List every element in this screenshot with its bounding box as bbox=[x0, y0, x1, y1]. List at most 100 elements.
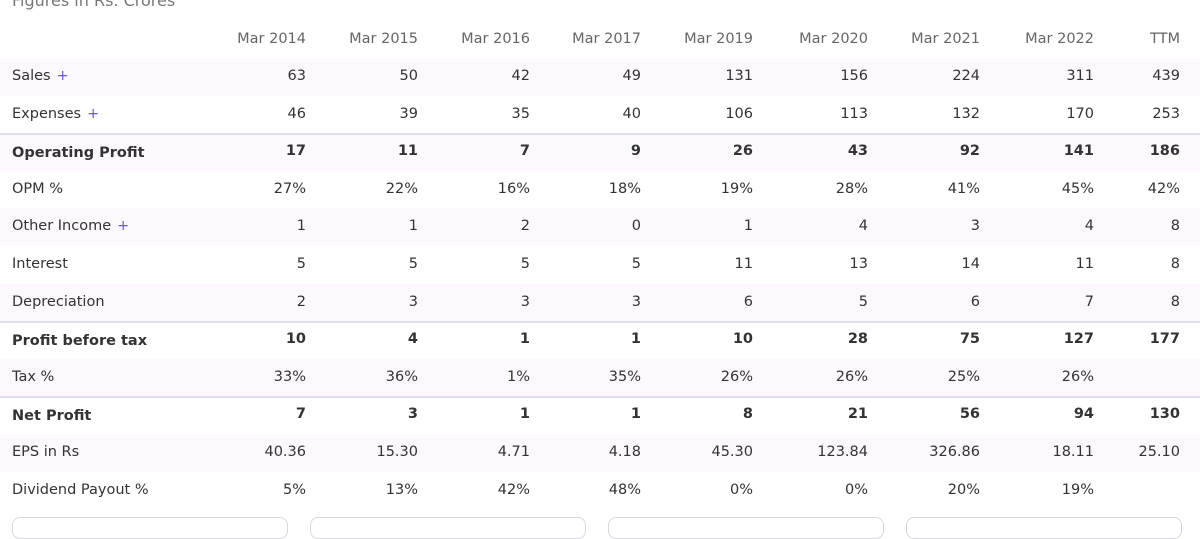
cell-value: 18.11 bbox=[1052, 444, 1094, 460]
button[interactable] bbox=[12, 517, 288, 539]
cell-value: 4 bbox=[407, 331, 418, 348]
row-label: Sales + bbox=[12, 58, 69, 95]
cell-value: 0% bbox=[729, 481, 753, 498]
expand-button[interactable]: + bbox=[87, 105, 100, 122]
cell-value: 5 bbox=[520, 256, 530, 272]
cell-value: 39 bbox=[399, 105, 418, 122]
label-text: EPS in Rs bbox=[12, 444, 80, 460]
cell-value: 46 bbox=[287, 105, 306, 122]
cell-value: 25.10 bbox=[1138, 444, 1180, 460]
column-header: Mar 2017 bbox=[572, 31, 641, 47]
cell-value: 141 bbox=[1063, 143, 1094, 160]
cell-value: 224 bbox=[952, 68, 980, 84]
button[interactable] bbox=[310, 517, 586, 539]
table-row: OPM % 27% 22% 16% 18% 19% 28% 41% 45% 42% bbox=[0, 171, 1200, 209]
cell-value: 131 bbox=[725, 68, 753, 84]
cell-value: 26% bbox=[1061, 368, 1094, 385]
label-text: Sales bbox=[12, 68, 51, 84]
column-header: Mar 2016 bbox=[461, 31, 530, 47]
cell-value: 326.86 bbox=[929, 444, 980, 460]
cell-value: 2 bbox=[520, 218, 530, 235]
expand-button[interactable]: + bbox=[117, 218, 130, 235]
cell-value: 253 bbox=[1152, 105, 1180, 122]
cell-value: 10 bbox=[285, 331, 306, 348]
label-text: Depreciation bbox=[12, 293, 105, 310]
button[interactable] bbox=[906, 517, 1182, 539]
row-label: Dividend Payout % bbox=[12, 472, 149, 509]
column-header: Mar 2015 bbox=[349, 31, 418, 47]
cell-value: 130 bbox=[1149, 406, 1180, 423]
cell-value: 3 bbox=[970, 218, 980, 235]
cell-value: 20% bbox=[947, 481, 980, 498]
cell-value: 5 bbox=[408, 256, 418, 272]
column-header: Mar 2022 bbox=[1025, 31, 1094, 47]
cell-value: 5 bbox=[631, 256, 641, 272]
cell-value: 17 bbox=[285, 143, 306, 160]
cell-value: 35 bbox=[511, 105, 530, 122]
column-header: TTM bbox=[1150, 31, 1180, 47]
label-text: Tax % bbox=[12, 368, 55, 385]
table-row: Expenses +46 39 35 40 106 113 132 170 253 bbox=[0, 96, 1200, 134]
cell-value: 8 bbox=[1170, 256, 1180, 272]
cell-value: 41% bbox=[947, 180, 980, 197]
button[interactable] bbox=[608, 517, 884, 539]
cell-value: 22% bbox=[385, 180, 418, 197]
cell-value: 1 bbox=[630, 406, 641, 423]
cell-value: 5% bbox=[282, 481, 306, 498]
cell-value: 132 bbox=[952, 105, 980, 122]
cell-value: 11 bbox=[734, 256, 753, 272]
label-text: Expenses bbox=[12, 105, 82, 122]
cell-value: 21 bbox=[847, 406, 868, 423]
table-row: Profit before tax 10 4 1 1 10 28 75 127 177 bbox=[0, 321, 1200, 359]
cell-value: 123.84 bbox=[817, 444, 868, 460]
row-label: Expenses + bbox=[12, 96, 99, 133]
cell-value: 45% bbox=[1061, 180, 1094, 197]
table-row: Net Profit 7 3 1 1 8 21 56 94 130 bbox=[0, 396, 1200, 434]
table-row: Tax % 33% 36% 1% 35% 26% 26% 25% 26% bbox=[0, 358, 1200, 397]
cell-value: 56 bbox=[959, 406, 980, 423]
cell-value: 40.36 bbox=[264, 444, 306, 460]
label-text: Other Income bbox=[12, 218, 112, 235]
cell-value: 27% bbox=[273, 180, 306, 197]
cell-value: 4.18 bbox=[608, 444, 641, 460]
row-label: Interest bbox=[12, 246, 68, 283]
cell-value: 10 bbox=[732, 331, 753, 348]
table-row: EPS in Rs 40.36 15.30 4.71 4.18 45.30 123.84 32… bbox=[0, 434, 1200, 472]
cell-value: 8 bbox=[742, 406, 753, 423]
cell-value: 42% bbox=[497, 481, 530, 498]
cell-value: 19% bbox=[1061, 481, 1094, 498]
table-row: Other Income +1 1 2 0 1 4 3 4 8 bbox=[0, 208, 1200, 246]
cell-value: 33% bbox=[273, 368, 306, 385]
cell-value: 8 bbox=[1170, 293, 1180, 310]
cell-value: 42 bbox=[511, 68, 530, 84]
cell-value: 5 bbox=[296, 256, 306, 272]
cell-value: 35% bbox=[608, 368, 641, 385]
cell-value: 4 bbox=[858, 218, 868, 235]
cell-value: 177 bbox=[1149, 331, 1180, 348]
cell-value: 186 bbox=[1149, 143, 1180, 160]
cell-value: 36% bbox=[385, 368, 418, 385]
cell-value: 127 bbox=[1063, 331, 1094, 348]
cell-value: 43 bbox=[847, 143, 868, 160]
cell-value: 113 bbox=[840, 105, 868, 122]
cell-value: 25% bbox=[947, 368, 980, 385]
cell-value: 2 bbox=[296, 293, 306, 310]
row-label: Operating Profit bbox=[12, 135, 145, 172]
cell-value: 0% bbox=[844, 481, 868, 498]
cell-value: 63 bbox=[287, 68, 306, 84]
cell-value: 1% bbox=[506, 368, 530, 385]
table-row: Depreciation 2 3 3 3 6 5 6 7 8 bbox=[0, 283, 1200, 322]
cell-value: 0 bbox=[631, 218, 641, 235]
label-text: Interest bbox=[12, 256, 68, 272]
label-text: Dividend Payout % bbox=[12, 481, 149, 498]
cell-value: 19% bbox=[720, 180, 753, 197]
cell-value: 170 bbox=[1066, 105, 1094, 122]
cell-value: 13 bbox=[849, 256, 868, 272]
cell-value: 4.71 bbox=[497, 444, 530, 460]
cell-value: 42% bbox=[1147, 180, 1180, 197]
cell-value: 1 bbox=[519, 331, 530, 348]
row-label: OPM % bbox=[12, 171, 63, 208]
expand-button[interactable]: + bbox=[56, 68, 69, 84]
cell-value: 7 bbox=[519, 143, 530, 160]
